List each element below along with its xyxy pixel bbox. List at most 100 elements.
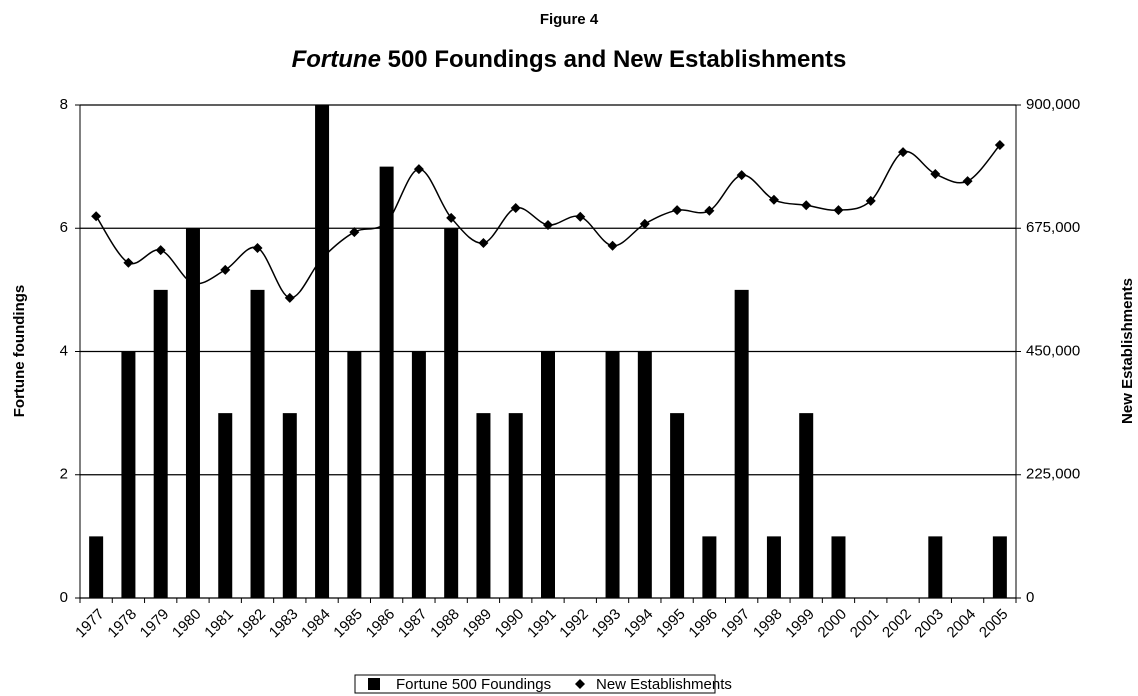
- title-rest: 500 Foundings and New Establishments: [388, 46, 847, 73]
- x-tick-label: 1992: [556, 606, 592, 642]
- x-tick-label: 1985: [330, 606, 366, 642]
- x-tick-label: 2005: [976, 606, 1012, 642]
- legend-label: New Establishments: [596, 676, 732, 693]
- line-marker: [865, 195, 876, 206]
- line-marker: [91, 211, 102, 222]
- y-tick-label: 0: [60, 589, 68, 606]
- y-tick-label: 6: [60, 219, 68, 236]
- x-tick-label: 2004: [944, 606, 980, 642]
- legend-marker: [575, 679, 585, 689]
- bar: [928, 536, 943, 598]
- chart-supertitle: Figure 4: [540, 11, 599, 28]
- line-marker: [801, 200, 812, 211]
- y2-axis-label: New Establishments: [1119, 278, 1136, 424]
- line-marker: [704, 205, 715, 216]
- bar: [766, 536, 781, 598]
- line-marker: [123, 257, 134, 268]
- y2-tick-label: 450,000: [1026, 342, 1080, 359]
- legend-label: Fortune 500 Foundings: [396, 676, 551, 693]
- y-tick-label: 8: [60, 96, 68, 113]
- x-tick-label: 1977: [72, 606, 108, 642]
- chart-title: Fortune 500 Foundings and New Establishm…: [292, 46, 847, 73]
- bar: [799, 413, 814, 598]
- bar: [637, 351, 652, 598]
- x-tick-label: 2000: [814, 606, 850, 642]
- x-tick-label: 1988: [427, 606, 463, 642]
- line-marker: [898, 147, 909, 158]
- line-marker: [672, 205, 683, 216]
- bar: [831, 536, 846, 598]
- line-marker: [833, 205, 844, 216]
- bar: [218, 413, 233, 598]
- bar: [315, 105, 330, 598]
- x-tick-label: 1993: [589, 606, 625, 642]
- bar: [508, 413, 523, 598]
- bar: [379, 166, 394, 598]
- x-tick-label: 1983: [266, 606, 302, 642]
- line-marker: [413, 164, 424, 175]
- x-tick-label: 1991: [524, 606, 560, 642]
- bar: [541, 351, 555, 598]
- x-tick-label: 1986: [363, 606, 399, 642]
- x-tick-label: 1982: [234, 606, 270, 642]
- bar: [476, 413, 491, 598]
- bar: [411, 351, 426, 598]
- line-marker: [510, 202, 521, 213]
- bar: [121, 351, 136, 598]
- x-tick-label: 1987: [395, 606, 431, 642]
- line-marker: [446, 212, 457, 223]
- line-marker: [962, 176, 973, 187]
- legend-marker: [368, 678, 380, 690]
- bar: [153, 289, 168, 598]
- bar: [670, 413, 685, 598]
- x-tick-label: 2003: [911, 606, 947, 642]
- line-marker: [736, 170, 747, 181]
- line-marker: [478, 238, 489, 249]
- bar: [605, 351, 620, 598]
- x-tick-label: 1981: [201, 606, 237, 642]
- y2-tick-label: 900,000: [1026, 96, 1080, 113]
- line-marker: [639, 218, 650, 229]
- x-tick-label: 1997: [718, 606, 754, 642]
- y2-tick-label: 225,000: [1026, 466, 1080, 483]
- line-marker: [994, 139, 1005, 150]
- line-marker: [768, 194, 779, 205]
- legend-box: [354, 674, 716, 694]
- line-marker: [284, 292, 295, 303]
- bar: [185, 228, 200, 598]
- x-tick-label: 1995: [653, 606, 689, 642]
- y-tick-label: 4: [60, 342, 68, 359]
- x-tick-label: 1980: [169, 606, 205, 642]
- x-tick-label: 1978: [104, 606, 140, 642]
- x-tick-label: 2002: [879, 606, 915, 642]
- bar: [347, 351, 362, 598]
- x-tick-label: 1989: [459, 606, 495, 642]
- line-marker: [252, 242, 263, 253]
- x-tick-label: 1994: [621, 606, 657, 642]
- bar: [250, 289, 265, 598]
- title-italic: Fortune: [292, 46, 381, 73]
- x-tick-label: 1999: [782, 606, 818, 642]
- line-marker: [543, 219, 553, 230]
- x-tick-label: 1990: [492, 606, 528, 642]
- x-tick-label: 1984: [298, 606, 334, 642]
- line-marker: [607, 240, 618, 251]
- x-tick-label: 1998: [750, 606, 786, 642]
- x-tick-label: 2001: [847, 606, 883, 642]
- bar: [282, 413, 297, 598]
- bar: [702, 536, 717, 598]
- line-marker: [317, 253, 328, 264]
- line-marker: [187, 278, 198, 289]
- x-tick-label: 1996: [685, 606, 721, 642]
- bar: [734, 289, 749, 598]
- x-tick-label: 1979: [137, 606, 173, 642]
- bar: [992, 536, 1007, 598]
- line-marker: [155, 245, 166, 256]
- y-tick-label: 2: [60, 466, 68, 483]
- y2-tick-label: 0: [1026, 589, 1034, 606]
- line-marker: [349, 227, 360, 238]
- y2-tick-label: 675,000: [1026, 219, 1080, 236]
- line-marker: [381, 217, 392, 228]
